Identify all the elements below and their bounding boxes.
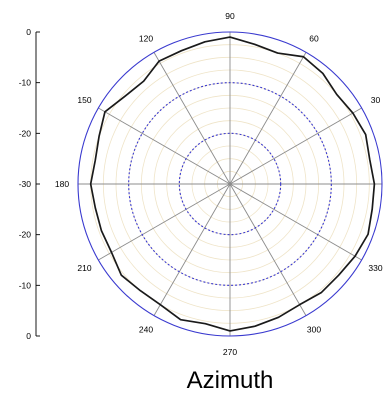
spoke-line [153, 183, 231, 316]
angle-tick-label: 150 [77, 95, 91, 105]
spoke-line [153, 52, 231, 185]
angle-tick-label: 330 [368, 263, 382, 273]
spoke-line [229, 183, 362, 261]
radial-axis-tick-label: -10 [19, 280, 32, 290]
angle-tick-label: 90 [225, 11, 235, 21]
series-layer [89, 36, 376, 332]
x-axis-label: Azimuth [187, 367, 274, 394]
radial-axis-tick-label: 0 [26, 27, 31, 37]
spoke-line [229, 183, 307, 316]
angle-tick-label: 210 [77, 263, 91, 273]
radial-axis-tick-label: -30 [19, 179, 32, 189]
dashed-ring [77, 31, 383, 337]
angle-tick-label: 270 [223, 347, 237, 357]
spoke-line [229, 107, 362, 185]
spoke-line [229, 52, 307, 185]
angle-tick-label: 180 [55, 179, 69, 189]
angle-labels: 30 60 90 120 150 180 210 240 270 300 330 [55, 11, 383, 357]
center-dot [228, 182, 232, 186]
angle-tick-label: 30 [371, 95, 381, 105]
angle-tick-label: 240 [139, 324, 153, 334]
dashed-ring [178, 132, 282, 236]
radial-axis: 0 -10 -20 -30 -20 -10 0 [19, 27, 40, 341]
series-line [89, 36, 376, 332]
angle-tick-label: 120 [139, 34, 153, 44]
radial-axis-tick-label: -20 [19, 128, 32, 138]
angle-tick-label: 60 [309, 34, 319, 44]
dashed-ring [128, 82, 332, 286]
polar-grid [77, 31, 383, 337]
angle-tick-label: 300 [307, 324, 321, 334]
radial-axis-tick-label: -10 [19, 78, 32, 88]
radial-axis-tick-label: 0 [26, 331, 31, 341]
spoke-line [98, 183, 231, 261]
radial-axis-tick-label: -20 [19, 230, 32, 240]
spoke-line [98, 107, 231, 185]
